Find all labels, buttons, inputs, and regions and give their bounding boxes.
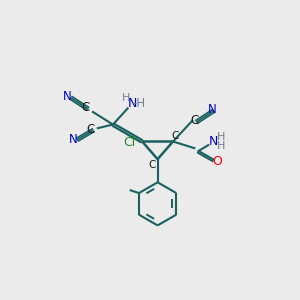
Text: N: N xyxy=(69,134,78,146)
Text: -H: -H xyxy=(133,97,146,110)
Text: H: H xyxy=(217,132,225,142)
Text: Cl: Cl xyxy=(123,136,135,149)
Text: H: H xyxy=(122,93,130,103)
Text: O: O xyxy=(212,155,222,168)
Text: N: N xyxy=(209,135,218,148)
Text: C: C xyxy=(148,160,156,170)
Text: C: C xyxy=(190,114,199,127)
Text: C: C xyxy=(82,101,90,114)
Text: H: H xyxy=(217,141,225,151)
Text: C: C xyxy=(86,123,95,136)
Text: N: N xyxy=(63,90,72,103)
Text: N: N xyxy=(208,103,217,116)
Text: C: C xyxy=(172,131,179,141)
Text: N: N xyxy=(128,97,137,110)
